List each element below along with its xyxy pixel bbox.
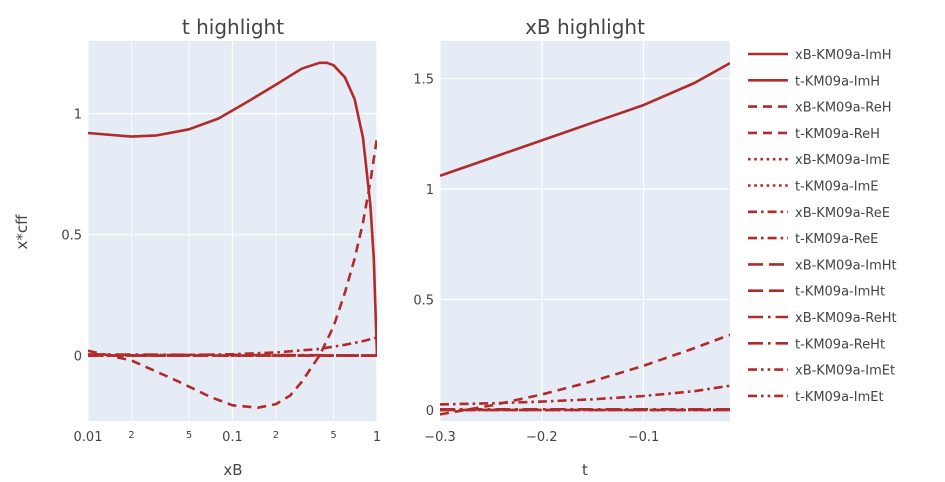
series-line-t-km09a-imh: [440, 61, 730, 178]
t-highlight-x-tick-label: 5: [186, 430, 192, 441]
series-line-xb-km09a-imh: [88, 61, 377, 356]
t-highlight-series-group: [88, 61, 377, 410]
xb-highlight-plot-area: [440, 41, 730, 421]
xb-highlight-x-tick-label: −0.2: [526, 430, 558, 445]
legend-label: t-KM09a-ImE: [795, 180, 878, 195]
xb-highlight-x-axis-title: t: [582, 461, 588, 479]
legend-item-t-km09a-ree[interactable]: t-KM09a-ReE: [748, 232, 878, 247]
legend-item-xb-km09a-ree[interactable]: xB-KM09a-ReE: [748, 206, 890, 221]
legend-label: t-KM09a-ReH: [795, 127, 880, 142]
legend-label: t-KM09a-ImHt: [795, 285, 885, 300]
legend-label: xB-KM09a-ImH: [795, 48, 892, 63]
series-line-t-km09a-ree: [440, 384, 730, 406]
legend-item-t-km09a-ime[interactable]: t-KM09a-ImE: [748, 180, 878, 195]
xb-highlight-series-group: [440, 61, 730, 416]
t-highlight-x-tick-label: 2: [273, 430, 279, 441]
xb-highlight-x-tick-label: −0.1: [628, 430, 660, 445]
legend-item-t-km09a-imht[interactable]: t-KM09a-ImHt: [748, 285, 885, 300]
t-highlight-title: t highlight: [182, 15, 284, 39]
series-line-t-km09a-reh: [440, 333, 730, 416]
t-highlight-x-tick-label: 2: [128, 430, 134, 441]
legend-label: xB-KM09a-ImE: [795, 153, 890, 168]
xb-highlight-panel: xB highlight t −0.3 −0.2 −0.1 0 0.5 1 1.5: [413, 15, 730, 479]
legend-label: xB-KM09a-ImHt: [795, 258, 897, 273]
legend-item-xb-km09a-reh[interactable]: xB-KM09a-ReH: [748, 101, 891, 116]
legend-label: xB-KM09a-ImEt: [795, 364, 895, 379]
legend: xB-KM09a-ImH t-KM09a-ImH xB-KM09a-ReH t-KM0…: [748, 48, 897, 405]
legend-label: xB-KM09a-ReHt: [795, 311, 897, 326]
legend-label: xB-KM09a-ReE: [795, 206, 890, 221]
t-highlight-x-axis-title: xB: [223, 461, 242, 479]
series-line-xb-km09a-reh: [88, 137, 377, 410]
legend-label: xB-KM09a-ReH: [795, 101, 891, 116]
legend-item-xb-km09a-imh[interactable]: xB-KM09a-ImH: [748, 48, 892, 63]
t-highlight-x-tick-label: 1: [373, 430, 381, 445]
t-highlight-y-axis-title: x*cff: [13, 214, 31, 250]
legend-item-t-km09a-imet[interactable]: t-KM09a-ImEt: [748, 390, 884, 405]
legend-label: t-KM09a-ImH: [795, 74, 880, 89]
t-highlight-y-tick-label: 0.5: [61, 229, 82, 244]
legend-label: t-KM09a-ReE: [795, 232, 878, 247]
xb-highlight-x-tick-label: −0.3: [424, 430, 456, 445]
legend-item-t-km09a-imh[interactable]: t-KM09a-ImH: [748, 74, 880, 89]
t-highlight-x-tick-label: 0.1: [222, 430, 243, 445]
t-highlight-y-tick-label: 0: [74, 350, 82, 365]
xb-highlight-title: xB highlight: [525, 15, 645, 39]
legend-item-xb-km09a-reht[interactable]: xB-KM09a-ReHt: [748, 311, 897, 326]
legend-item-xb-km09a-ime[interactable]: xB-KM09a-ImE: [748, 153, 890, 168]
legend-label: t-KM09a-ReHt: [795, 337, 885, 352]
t-highlight-x-tick-label: 0.01: [74, 430, 103, 445]
t-highlight-panel: t highlight x*cff xB 0.01 2 5 0.1 2 5 1 0 0.5 1: [13, 15, 381, 479]
xb-highlight-y-tick-label: 0: [426, 404, 434, 419]
legend-label: t-KM09a-ImEt: [795, 390, 884, 405]
t-highlight-x-tick-label: 5: [330, 430, 336, 441]
series-line-xb-km09a-ree: [88, 336, 377, 357]
xb-highlight-y-tick-label: 0.5: [413, 293, 434, 308]
legend-item-xb-km09a-imet[interactable]: xB-KM09a-ImEt: [748, 364, 895, 379]
legend-item-xb-km09a-imht[interactable]: xB-KM09a-ImHt: [748, 258, 897, 273]
legend-item-t-km09a-reht[interactable]: t-KM09a-ReHt: [748, 337, 885, 352]
xb-highlight-y-tick-label: 1: [426, 183, 434, 198]
t-highlight-y-tick-label: 1: [74, 108, 82, 123]
xb-highlight-y-tick-label: 1.5: [413, 73, 434, 88]
legend-item-t-km09a-reh[interactable]: t-KM09a-ReH: [748, 127, 880, 142]
